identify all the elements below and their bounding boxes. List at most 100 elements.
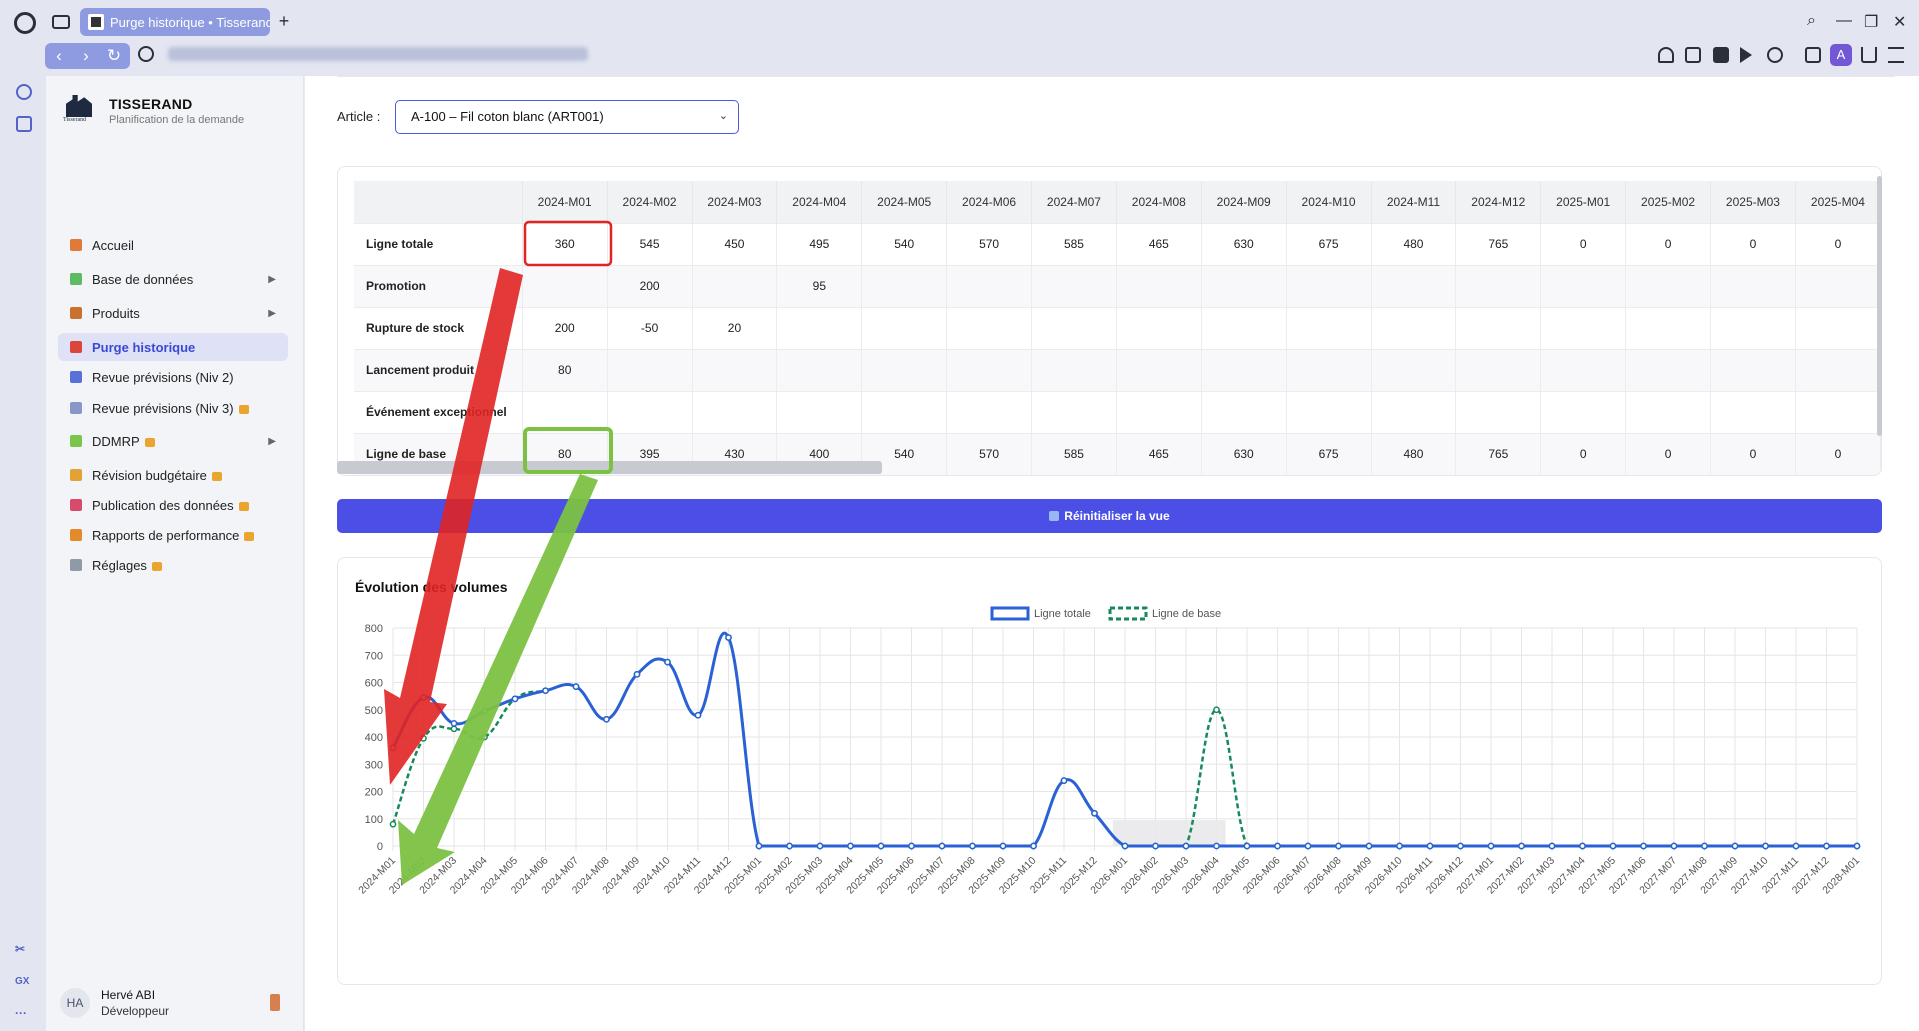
table-cell[interactable]	[1795, 306, 1881, 349]
table-cell[interactable]	[1710, 306, 1796, 349]
table-cell[interactable]	[1031, 264, 1117, 307]
table-cell[interactable]	[861, 306, 948, 349]
table-cell[interactable]	[776, 390, 863, 433]
table-cell[interactable]	[607, 348, 693, 391]
reset-view-button[interactable]: Réinitialiser la vue	[337, 499, 1882, 533]
sidebar-item-10[interactable]: Réglages	[58, 551, 288, 579]
search-icon[interactable]: ⌕	[1807, 12, 1816, 29]
table-cell[interactable]	[1625, 306, 1712, 349]
article-select[interactable]: A-100 – Fil coton blanc (ART001) ⌄	[395, 100, 739, 134]
table-cell[interactable]: 0	[1795, 432, 1881, 475]
table-cell[interactable]: 465	[1116, 432, 1202, 475]
table-cell[interactable]	[692, 348, 778, 391]
close-button[interactable]: ✕	[1893, 14, 1907, 31]
flow-icon[interactable]	[1740, 47, 1752, 63]
table-cell[interactable]: 765	[1455, 222, 1542, 265]
forward-button[interactable]: ›	[83, 46, 89, 65]
table-cell[interactable]	[1625, 348, 1712, 391]
table-cell[interactable]	[1371, 264, 1457, 307]
table-cell[interactable]: 0	[1710, 222, 1796, 265]
back-button[interactable]: ‹	[56, 46, 62, 65]
table-cell[interactable]: 360	[522, 222, 608, 265]
extensions-icon[interactable]	[1805, 47, 1821, 63]
table-cell[interactable]	[1710, 264, 1796, 307]
minimize-button[interactable]: —	[1836, 12, 1852, 29]
table-cell[interactable]	[1116, 390, 1202, 433]
logout-icon[interactable]	[270, 994, 280, 1011]
table-cell[interactable]: 585	[1031, 222, 1117, 265]
table-cell[interactable]	[607, 390, 693, 433]
table-cell[interactable]: 480	[1371, 432, 1457, 475]
table-cell[interactable]	[1540, 348, 1627, 391]
sidebar-item-7[interactable]: Révision budgétaire	[58, 461, 288, 489]
table-cell[interactable]	[1286, 306, 1372, 349]
sidebar-item-5[interactable]: Revue prévisions (Niv 3)	[58, 394, 288, 422]
table-cell[interactable]: 200	[607, 264, 693, 307]
table-cell[interactable]	[1371, 390, 1457, 433]
table-cell[interactable]	[1710, 348, 1796, 391]
table-cell[interactable]	[1031, 348, 1117, 391]
table-cell[interactable]	[776, 348, 863, 391]
table-cell[interactable]	[1625, 390, 1712, 433]
table-cell[interactable]	[1116, 264, 1202, 307]
table-cell[interactable]	[1201, 390, 1287, 433]
assistant-icon[interactable]	[16, 116, 32, 132]
table-cell[interactable]	[946, 348, 1033, 391]
table-cell[interactable]	[522, 390, 608, 433]
shield-icon[interactable]	[1713, 47, 1729, 63]
snapshot-icon[interactable]	[1685, 47, 1701, 63]
table-cell[interactable]: 0	[1710, 432, 1796, 475]
sidebar-item-4[interactable]: Revue prévisions (Niv 2)	[58, 363, 288, 391]
table-cell[interactable]	[1455, 306, 1542, 349]
table-cell[interactable]	[1286, 264, 1372, 307]
table-cell[interactable]	[861, 348, 948, 391]
table-cell[interactable]: 540	[861, 222, 948, 265]
table-cell[interactable]: 0	[1540, 222, 1627, 265]
table-cell[interactable]: 20	[692, 306, 778, 349]
table-cell[interactable]	[1710, 390, 1796, 433]
table-cell[interactable]	[1116, 348, 1202, 391]
table-cell[interactable]	[1625, 264, 1712, 307]
table-cell[interactable]	[1540, 306, 1627, 349]
table-cell[interactable]	[946, 306, 1033, 349]
table-cell[interactable]: 765	[1455, 432, 1542, 475]
table-cell[interactable]	[1795, 390, 1881, 433]
table-cell[interactable]	[1116, 306, 1202, 349]
table-cell[interactable]: 95	[776, 264, 863, 307]
sidebar-item-2[interactable]: Produits ▶	[58, 299, 288, 327]
menu-icon[interactable]	[1888, 47, 1904, 63]
table-cell[interactable]	[1795, 348, 1881, 391]
table-cell[interactable]	[861, 264, 948, 307]
sidebar-item-9[interactable]: Rapports de performance	[58, 521, 288, 549]
table-cell[interactable]: 0	[1625, 222, 1712, 265]
table-cell[interactable]: 450	[692, 222, 778, 265]
gx-icon[interactable]: GX	[15, 976, 30, 987]
table-cell[interactable]	[1455, 390, 1542, 433]
heart-icon[interactable]	[1767, 47, 1783, 63]
table-cell[interactable]: 570	[946, 222, 1033, 265]
table-cell[interactable]: 480	[1371, 222, 1457, 265]
table-cell[interactable]: 0	[1540, 432, 1627, 475]
sidebar-item-6[interactable]: DDMRP ▶	[58, 427, 288, 455]
table-cell[interactable]: 0	[1795, 222, 1881, 265]
profile-avatar[interactable]: A	[1830, 44, 1852, 66]
table-cell[interactable]: 495	[776, 222, 863, 265]
more-icon[interactable]: ···	[15, 1006, 27, 1020]
table-cell[interactable]	[1455, 264, 1542, 307]
table-cell[interactable]	[1371, 306, 1457, 349]
browser-tab[interactable]: Purge historique • Tisserand	[80, 8, 270, 36]
sidebar-item-1[interactable]: Base de données ▶	[58, 265, 288, 293]
table-cell[interactable]	[946, 264, 1033, 307]
table-cell[interactable]	[1031, 390, 1117, 433]
table-cell[interactable]: 465	[1116, 222, 1202, 265]
table-cell[interactable]: 675	[1286, 432, 1372, 475]
table-cell[interactable]	[522, 264, 608, 307]
table-cell[interactable]: 570	[946, 432, 1033, 475]
table-cell[interactable]: 630	[1201, 432, 1287, 475]
site-info-icon[interactable]	[138, 46, 154, 62]
table-cell[interactable]	[1540, 264, 1627, 307]
table-cell[interactable]: 0	[1625, 432, 1712, 475]
table-cell[interactable]	[1201, 264, 1287, 307]
reload-button[interactable]: ↻	[106, 46, 122, 65]
table-cell[interactable]	[1201, 348, 1287, 391]
